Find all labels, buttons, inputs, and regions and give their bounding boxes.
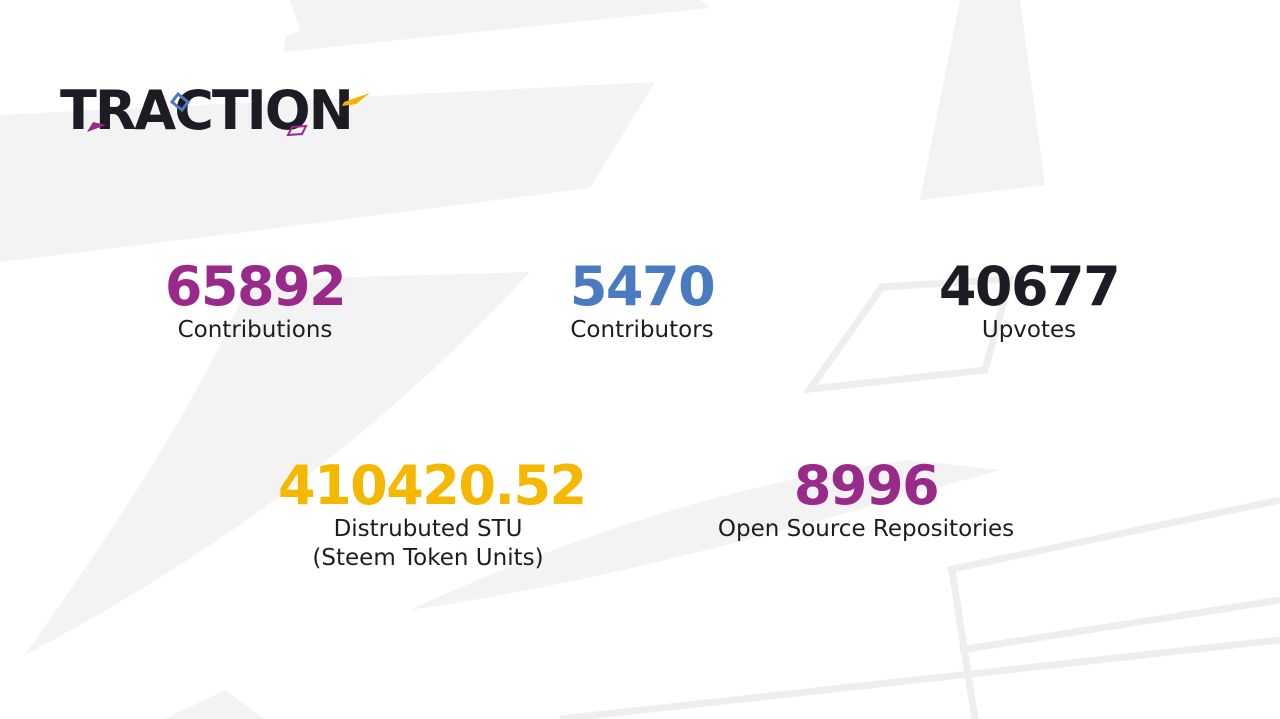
stat-value: 8996 xyxy=(793,454,940,517)
logo-text: TRACTION xyxy=(60,79,354,142)
stat-value: 40677 xyxy=(938,255,1121,318)
stat-open-source-repositories: 8996 Open Source Repositories xyxy=(696,457,1036,544)
traction-logo: TRACTION xyxy=(60,78,380,148)
stat-value: 410420.52 xyxy=(278,454,587,517)
stat-label: Distrubuted STU xyxy=(333,516,523,542)
stat-distributed-stu: 410420.52 Distrubuted STU (Steem Token U… xyxy=(278,454,587,573)
stat-label: Contributors xyxy=(570,317,714,343)
stat-sublabel: (Steem Token Units) xyxy=(312,545,544,571)
stat-label: Upvotes xyxy=(981,317,1077,343)
stat-value: 65892 xyxy=(164,255,347,318)
stat-contributions: 65892 Contributions xyxy=(155,258,355,345)
stat-contributors: 5470 Contributors xyxy=(542,258,742,345)
stat-label: Open Source Repositories xyxy=(717,516,1015,542)
stat-upvotes: 40677 Upvotes xyxy=(929,258,1129,345)
stat-label: Contributions xyxy=(177,317,333,343)
stat-value: 5470 xyxy=(569,255,716,318)
logo-accent-shapes xyxy=(87,91,370,137)
